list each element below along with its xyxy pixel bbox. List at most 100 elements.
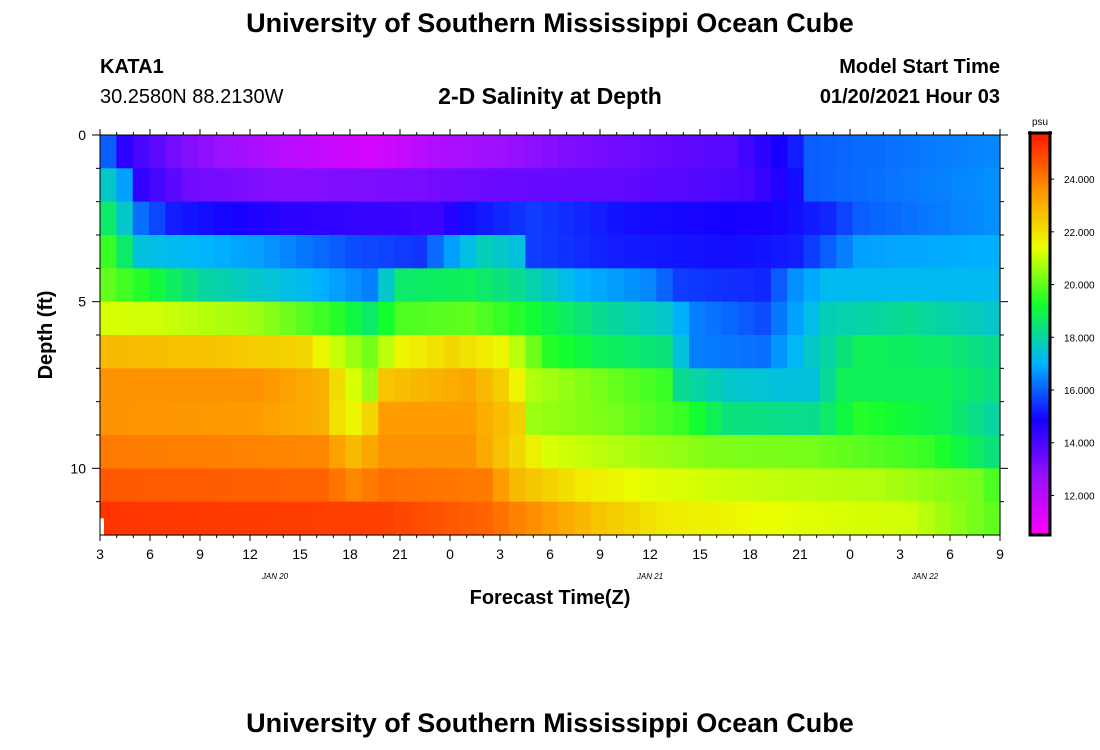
heatmap-cell (672, 168, 690, 203)
heatmap-cell (787, 468, 805, 503)
heatmap-cell (803, 435, 821, 469)
heatmap-cell (656, 401, 674, 436)
heatmap-cell (901, 501, 919, 536)
heatmap-cell (116, 235, 134, 269)
heatmap-cell (852, 135, 870, 169)
heatmap-cell (607, 235, 625, 269)
heatmap-cell (329, 368, 347, 403)
heatmap-cell (705, 268, 723, 303)
heatmap-cell (705, 335, 723, 369)
heatmap-cell (329, 435, 347, 469)
heatmap-cell (950, 168, 968, 203)
heatmap-cell (934, 268, 952, 303)
heatmap-cell (656, 135, 674, 169)
heatmap-cell (689, 135, 707, 169)
heatmap-cell (247, 501, 265, 536)
heatmap-cell (983, 135, 1001, 169)
heatmap-cell (918, 368, 936, 403)
heatmap-cell (541, 401, 559, 436)
heatmap-cell (623, 368, 641, 403)
heatmap-cell (787, 401, 805, 436)
heatmap-cell (885, 368, 903, 403)
heatmap-cell (312, 501, 330, 536)
heatmap-cell (149, 468, 167, 503)
x-tick-label: 21 (392, 546, 408, 562)
heatmap-cell (525, 235, 543, 269)
heatmap-cell (738, 368, 756, 403)
x-tick-label: 21 (792, 546, 808, 562)
heatmap-cell (165, 268, 183, 303)
heatmap-cell (394, 235, 412, 269)
heatmap-cell (934, 335, 952, 369)
heatmap-cell (443, 501, 461, 536)
heatmap-cell (869, 301, 887, 336)
heatmap-cell (787, 201, 805, 236)
heatmap-cell (754, 501, 772, 536)
heatmap-cell (100, 335, 117, 369)
heatmap-cell (983, 501, 1001, 536)
heatmap-cell (689, 501, 707, 536)
heatmap-cell (656, 201, 674, 236)
heatmap-cell (672, 135, 690, 169)
heatmap-cell (640, 501, 657, 536)
heatmap-cell (116, 268, 134, 303)
heatmap-cell (492, 468, 510, 503)
heatmap-cell (689, 435, 707, 469)
heatmap-cell (361, 501, 379, 536)
heatmap-cell (427, 368, 445, 403)
heatmap-cell (574, 401, 592, 436)
heatmap-cell (967, 135, 985, 169)
heatmap-cell (312, 235, 330, 269)
heatmap-cell (312, 301, 330, 336)
heatmap-cell (787, 168, 805, 203)
heatmap-cell (590, 368, 608, 403)
heatmap-cell (230, 368, 248, 403)
heatmap-cell (983, 335, 1001, 369)
heatmap-cell (329, 335, 347, 369)
colorbar-tick-label: 24.000 (1064, 175, 1095, 186)
heatmap-cell (100, 435, 117, 469)
heatmap-cell (656, 301, 674, 336)
heatmap-cell (214, 501, 232, 536)
heatmap-cell (607, 168, 625, 203)
heatmap-cell (623, 168, 641, 203)
x-axis: 3 6 9 12 15 18 21 0 3 6 9 12 15 18 21 0 3 6 9 JAN 20 JAN 21 J… (96, 129, 1004, 581)
heatmap-cell (165, 301, 183, 336)
colorbar-unit: psu (1032, 117, 1048, 128)
heatmap-cell (574, 335, 592, 369)
heatmap-cell (460, 135, 477, 169)
heatmap-cell (312, 335, 330, 369)
heatmap-cell (345, 468, 363, 503)
heatmap-cell (181, 235, 199, 269)
heatmap-cell (852, 235, 870, 269)
heatmap-cell (443, 368, 461, 403)
heatmap-cell (427, 468, 445, 503)
heatmap-cell (329, 468, 347, 503)
heatmap-cell (541, 301, 559, 336)
station-id: KATA1 (100, 56, 164, 78)
heatmap-cell (623, 468, 641, 503)
heatmap-cell (100, 401, 117, 436)
heatmap-cell (983, 368, 1001, 403)
heatmap-cell (329, 501, 347, 536)
heatmap-cell (345, 301, 363, 336)
heatmap-cell (132, 201, 150, 236)
heatmap-cell (541, 235, 559, 269)
heatmap-cell (149, 135, 167, 169)
heatmap-cell (836, 168, 854, 203)
x-tick-label: 3 (96, 546, 104, 562)
heatmap-cell (754, 235, 772, 269)
heatmap-cell (378, 168, 396, 203)
heatmap-cell (820, 435, 837, 469)
heatmap-cell (558, 368, 576, 403)
heatmap-cell (901, 301, 919, 336)
heatmap-cell (918, 401, 936, 436)
heatmap-cell (950, 401, 968, 436)
heatmap-cell (509, 501, 527, 536)
heatmap-cell (312, 135, 330, 169)
heatmap-cell (705, 235, 723, 269)
heatmap-cell (721, 235, 739, 269)
heatmap-cell (640, 468, 657, 503)
heatmap-cell (623, 235, 641, 269)
